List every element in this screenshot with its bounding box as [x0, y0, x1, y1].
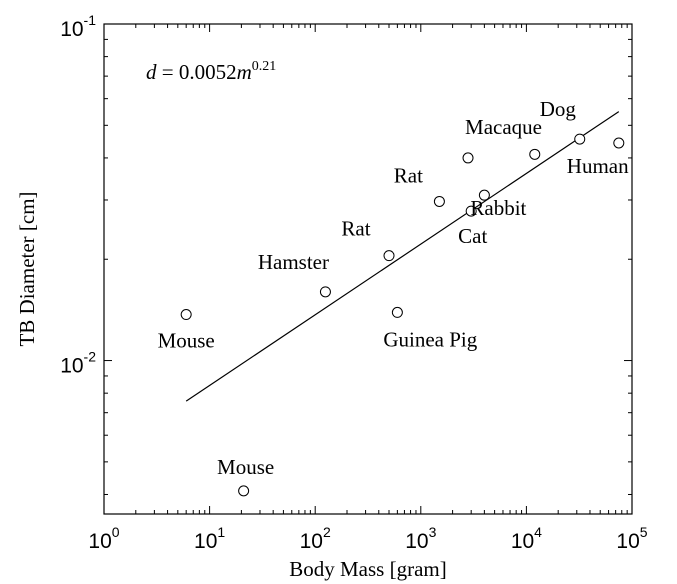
point-label: Rabbit	[470, 196, 526, 220]
data-point	[180, 309, 192, 321]
data-point	[465, 205, 477, 217]
data-point	[478, 189, 490, 201]
data-point	[319, 286, 331, 298]
fit-equation-lhs: d	[146, 60, 157, 84]
x-tick-label: 102	[300, 524, 331, 553]
point-label: Human	[567, 154, 629, 178]
data-point	[391, 306, 403, 318]
data-point	[383, 250, 395, 262]
fit-equation-exp: 0.21	[252, 59, 277, 74]
fit-line-group	[185, 111, 620, 402]
x-tick-label: 104	[511, 524, 542, 553]
x-tick-label: 105	[616, 524, 647, 553]
y-tick-label: 10-2	[60, 349, 96, 378]
point-label: Dog	[540, 97, 577, 121]
x-tick-labels: 100 101 102 103 104 105	[88, 524, 647, 553]
point-label: Mouse	[158, 329, 215, 353]
data-point	[462, 152, 474, 164]
point-label: Mouse	[217, 455, 274, 479]
data-point	[529, 148, 541, 160]
point-labels: Mouse Mouse Hamster Rat Guinea Pig Rat Macaque…	[158, 97, 630, 479]
x-tick-label: 100	[88, 524, 119, 553]
point-label: Rat	[341, 217, 370, 241]
y-tick-label: 10-1	[60, 12, 96, 41]
x-axis-label: Body Mass [gram]	[289, 557, 446, 581]
data-point	[613, 137, 625, 149]
axis-ticks	[103, 23, 633, 514]
y-tick-labels: 10-2 10-1	[60, 12, 96, 378]
fit-equation: d = 0.0052m0.21	[146, 59, 276, 84]
y-axis-label: TB Diameter [cm]	[15, 191, 39, 346]
data-point	[238, 485, 250, 497]
x-tick-label: 103	[405, 524, 436, 553]
data-point	[433, 195, 445, 207]
fit-line	[185, 111, 620, 402]
data-points	[180, 133, 625, 497]
fit-equation-eq: = 0.0052	[157, 60, 237, 84]
point-label: Rat	[394, 163, 423, 187]
point-label: Cat	[458, 224, 487, 248]
point-label: Guinea Pig	[383, 327, 477, 351]
plot-frame	[103, 23, 633, 515]
data-point	[574, 133, 586, 145]
fit-equation-var: m	[237, 60, 252, 84]
point-label: Hamster	[258, 250, 329, 274]
point-label: Macaque	[465, 115, 542, 139]
x-tick-label: 101	[194, 524, 225, 553]
